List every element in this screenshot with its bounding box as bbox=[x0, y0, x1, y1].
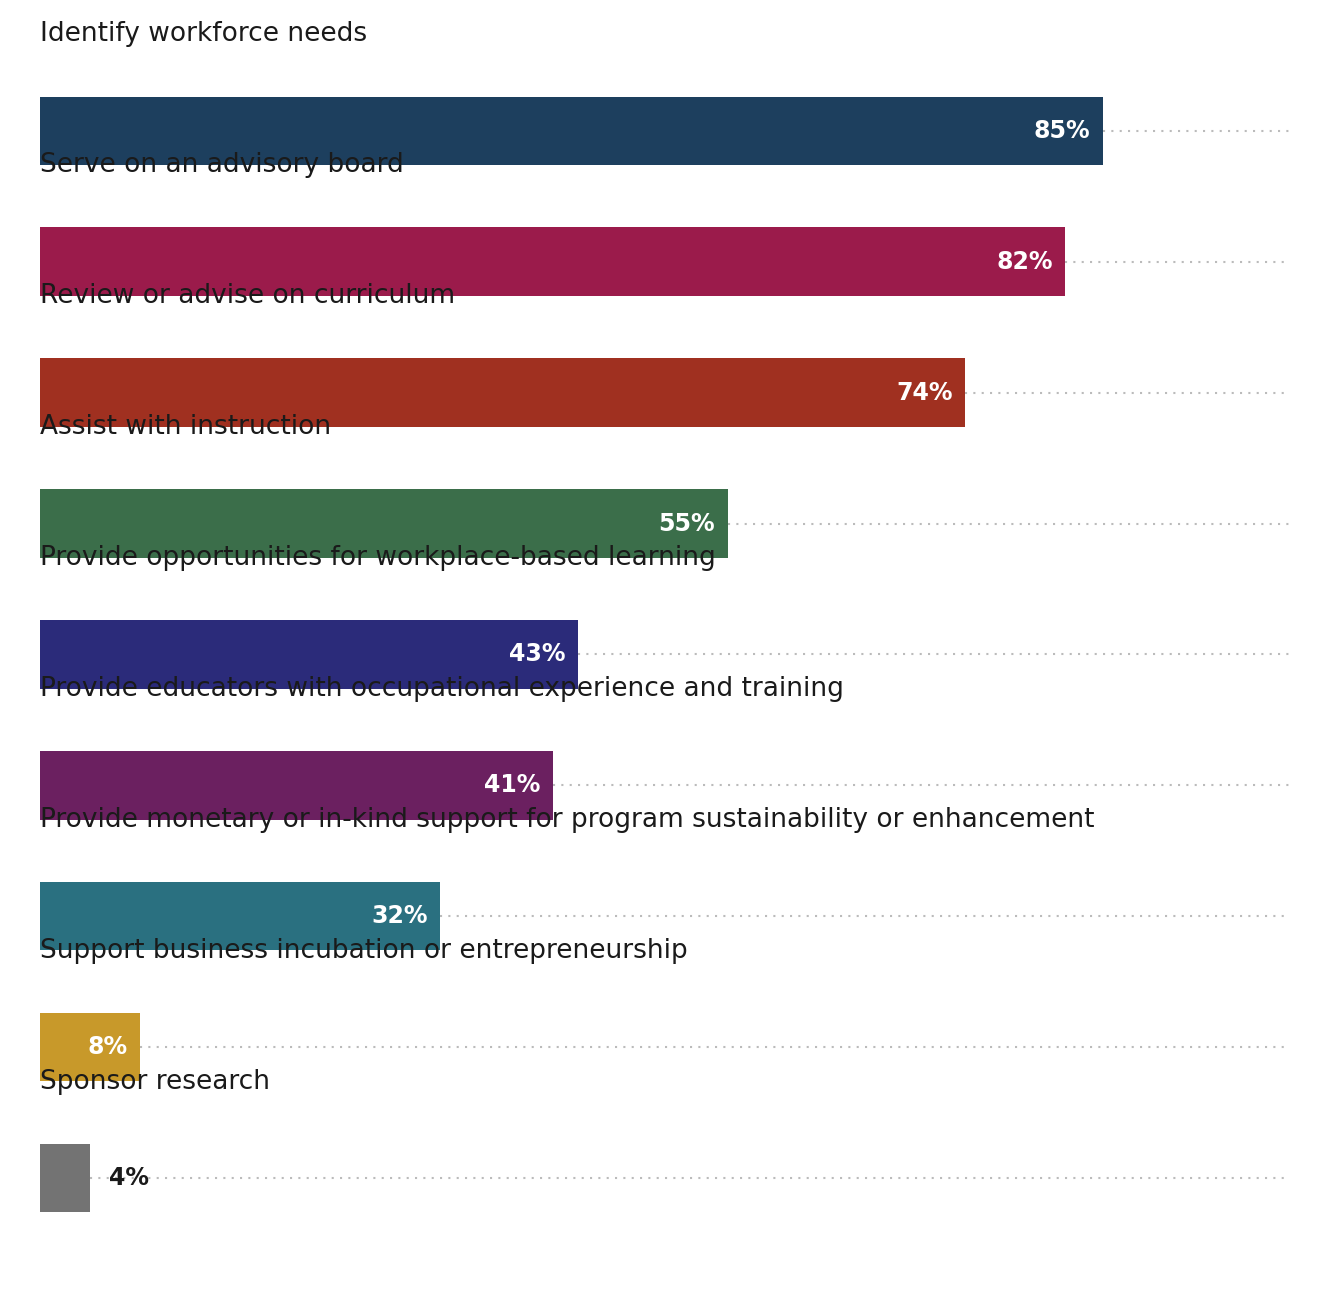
Bar bbox=[40, 621, 578, 688]
Text: 85%: 85% bbox=[1034, 118, 1090, 143]
Text: 74%: 74% bbox=[896, 381, 953, 404]
Text: 41%: 41% bbox=[484, 774, 540, 797]
Bar bbox=[40, 1144, 90, 1213]
Text: Provide educators with occupational experience and training: Provide educators with occupational expe… bbox=[40, 675, 844, 701]
Bar bbox=[40, 359, 965, 426]
Text: Sponsor research: Sponsor research bbox=[40, 1069, 270, 1095]
Text: Support business incubation or entrepreneurship: Support business incubation or entrepren… bbox=[40, 937, 688, 964]
Text: Identify workforce needs: Identify workforce needs bbox=[40, 21, 367, 47]
Text: 43%: 43% bbox=[509, 643, 566, 666]
Text: 8%: 8% bbox=[87, 1036, 128, 1059]
Bar bbox=[40, 96, 1103, 165]
Bar bbox=[40, 883, 441, 950]
Text: Review or advise on curriculum: Review or advise on curriculum bbox=[40, 283, 456, 308]
Text: Serve on an advisory board: Serve on an advisory board bbox=[40, 152, 405, 178]
Text: 55%: 55% bbox=[659, 512, 715, 535]
Bar bbox=[40, 752, 552, 819]
Bar bbox=[40, 1013, 140, 1081]
Text: Provide opportunities for workplace-based learning: Provide opportunities for workplace-base… bbox=[40, 544, 716, 570]
Bar bbox=[40, 228, 1066, 295]
Text: Assist with instruction: Assist with instruction bbox=[40, 413, 332, 439]
Text: 32%: 32% bbox=[371, 905, 427, 928]
Text: 82%: 82% bbox=[996, 250, 1052, 273]
Text: 4%: 4% bbox=[109, 1166, 149, 1191]
Text: Provide monetary or in-kind support for program sustainability or enhancement: Provide monetary or in-kind support for … bbox=[40, 806, 1095, 832]
Bar bbox=[40, 490, 728, 557]
